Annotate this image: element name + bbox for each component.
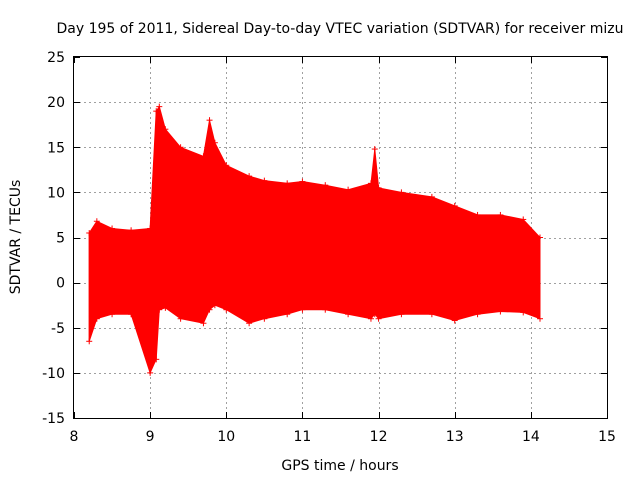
x-tick-label: 13 [446,429,464,445]
y-tick-label: -5 [51,321,65,337]
y-axis-label: SDTVAR / TECUs [8,180,24,295]
y-tick-label: -10 [42,366,65,382]
y-tick-labels: -15 -10 -5 0 5 10 15 20 25 [42,50,65,427]
x-tick-label: 10 [217,429,235,445]
data-series [86,103,543,376]
y-tick-label: -15 [42,411,65,427]
x-axis-label: GPS time / hours [281,458,398,474]
y-tick-label: 0 [56,276,65,292]
chart-title: Day 195 of 2011, Sidereal Day-to-day VTE… [57,21,624,37]
x-tick-label: 11 [294,429,312,445]
y-tick-label: 10 [47,185,65,201]
y-tick-label: 20 [47,95,65,111]
x-tick-label: 9 [146,429,155,445]
tick-marks [74,57,608,419]
x-tick-labels: 8 9 10 11 12 13 14 15 [70,429,616,445]
y-tick-label: 5 [56,231,65,247]
x-tick-label: 8 [70,429,79,445]
series-envelope [88,105,541,375]
y-tick-label: 25 [47,50,65,66]
y-tick-label: 15 [47,140,65,156]
plot-border [73,56,608,419]
x-tick-label: 14 [522,429,540,445]
x-tick-label: 15 [598,429,616,445]
x-tick-label: 12 [370,429,388,445]
